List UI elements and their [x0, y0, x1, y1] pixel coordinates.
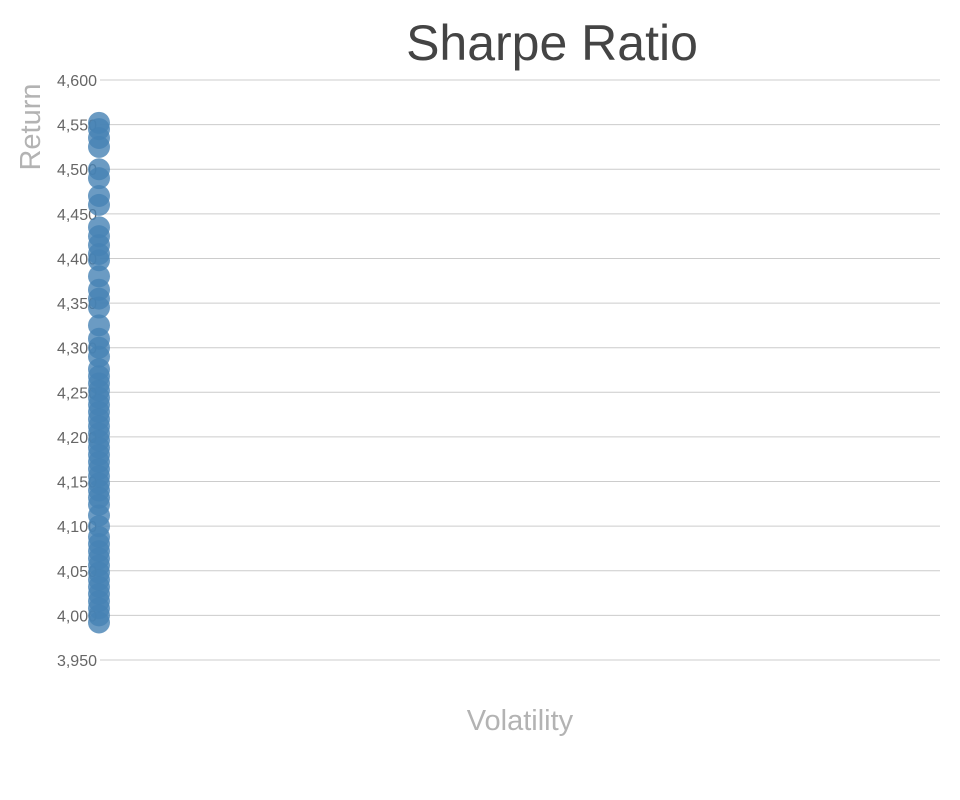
data-point	[88, 265, 110, 288]
y-tick-label: 4,250	[57, 385, 97, 402]
gridlines	[100, 79, 940, 661]
y-tick-label: 4,500	[57, 162, 97, 179]
y-tick-label: 4,300	[57, 341, 97, 358]
y-tick-label: 4,600	[57, 73, 97, 90]
y-tick-label: 4,400	[57, 251, 97, 268]
y-tick-label: 4,200	[57, 430, 97, 447]
data-point	[88, 314, 110, 337]
y-tick-label: 4,550	[57, 118, 97, 135]
y-tick-label: 4,050	[57, 564, 97, 581]
y-tick-label: 4,450	[57, 207, 97, 224]
y-axis-ticks: 3,950 4,000 4,050 4,100 4,150 4,200 4,250 4,300…	[57, 73, 97, 670]
x-axis-label: Volatility	[467, 705, 574, 737]
y-tick-label: 4,000	[57, 608, 97, 625]
data-point	[88, 216, 110, 239]
y-axis-label: Return	[15, 83, 47, 170]
chart-title: Sharpe Ratio	[406, 15, 698, 71]
data-point	[88, 185, 110, 207]
y-tick-label: 3,950	[57, 653, 97, 670]
y-tick-label: 4,150	[57, 475, 97, 492]
data-point	[88, 111, 110, 134]
y-tick-label: 4,350	[57, 296, 97, 313]
y-tick-label: 4,100	[57, 519, 97, 536]
data-points	[88, 111, 110, 634]
data-point	[88, 158, 110, 181]
